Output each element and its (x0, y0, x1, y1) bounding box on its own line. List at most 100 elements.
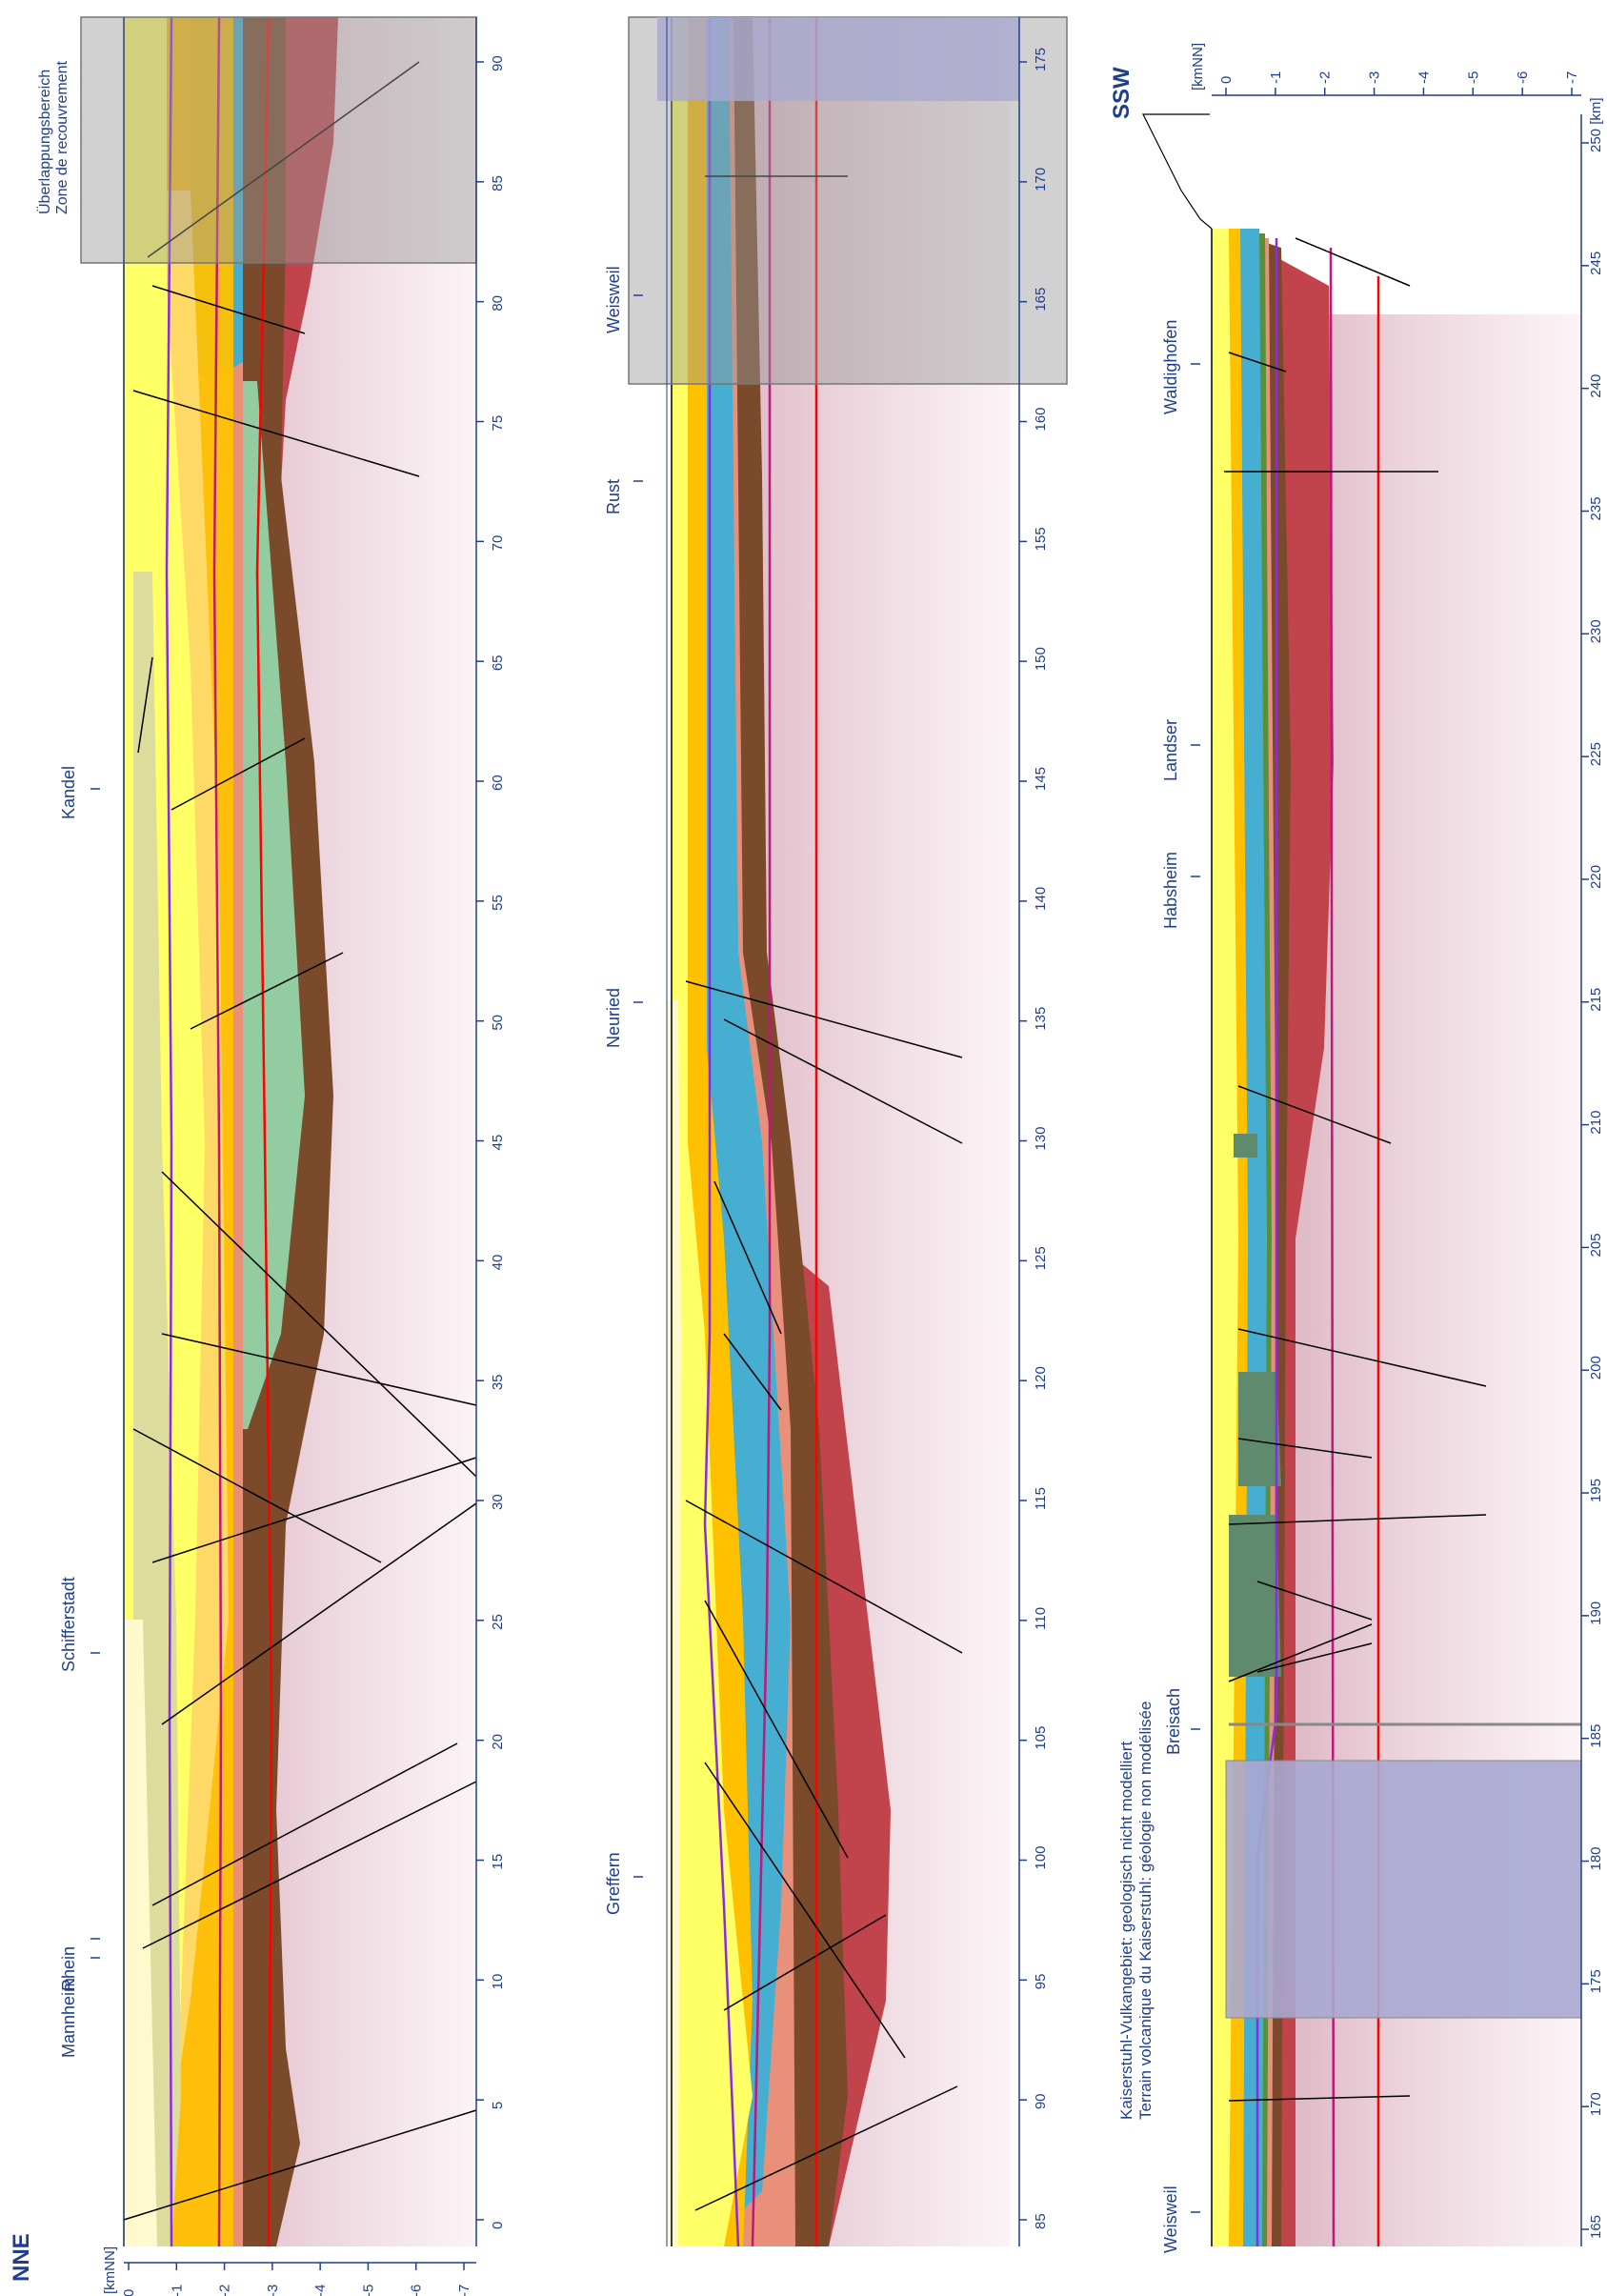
km-tick-label: 55 (490, 895, 506, 911)
km-tick-label: 45 (490, 1135, 506, 1151)
km-tick-label: 210 (1588, 1111, 1604, 1135)
km-tick-label: 175 (1588, 1969, 1604, 1993)
panel-1-faults (123, 61, 477, 2221)
depth-tick-label: -6 (409, 2285, 425, 2296)
km-tick-label: 140 (1033, 887, 1049, 911)
depth-axis-right: 0 -1 -2 -3 -4 -5 -6 -7 [kmNN] (1190, 43, 1581, 96)
panel-1-isoline-red (255, 16, 273, 2247)
depth-tick-label: -6 (1515, 71, 1531, 84)
panel-2-km-ticks: 85 90 95 100 105 110 115 120 125 130 135 140 145 150 1… (1019, 48, 1049, 2229)
place-rhein: Rhein (59, 1946, 78, 1991)
km-tick-label: 185 (1588, 1724, 1604, 1748)
depth-unit: [kmNN] (102, 2246, 118, 2294)
panel-2-places: Greffern Neuried Rust Weisweil (604, 266, 623, 1915)
km-tick-label: 170 (1588, 2092, 1604, 2116)
panel-2-not-modelled (657, 17, 1019, 101)
place-habsheim: Habsheim (1161, 852, 1180, 929)
km-tick-label: 115 (1033, 1487, 1049, 1510)
panel-3-terrain-outline (1142, 113, 1213, 230)
km-tick-label: 20 (490, 1734, 506, 1750)
panel-3: 165 170 175 180 185 190 195 200 205 210 215 220 225 2… (1109, 43, 1604, 2253)
place-neuried: Neuried (604, 988, 623, 1048)
km-tick-label: 240 (1588, 374, 1604, 398)
panel-3-yellow-layer (1212, 229, 1238, 2246)
km-tick-label: 100 (1033, 1845, 1049, 1869)
panel-2-pale-layer (667, 1000, 681, 2246)
km-tick-label: 30 (490, 1494, 506, 1510)
depth-tick-label: -5 (1465, 71, 1481, 84)
depth-axis: 0 -1 -2 -3 -4 -5 -6 -7 [kmNN] (102, 2246, 476, 2296)
panel-3-volcanic-2 (1229, 1515, 1281, 1677)
depth-tick-label: 0 (1218, 76, 1235, 84)
km-tick-label: 90 (490, 55, 506, 71)
panel-1-isoline-purple (165, 16, 173, 2247)
km-tick-label: 250 [km] (1588, 97, 1604, 152)
km-tick-label: 80 (490, 295, 506, 312)
depth-tick-label: -4 (1416, 71, 1432, 84)
panel-3-volcanic-3 (1234, 1134, 1257, 1158)
panel-1-places: Mannheim Rhein Schifferstadt Kandel (59, 766, 78, 2058)
depth-tick-label: -7 (456, 2285, 472, 2296)
km-tick-label: 205 (1588, 1233, 1604, 1257)
km-tick-label: 40 (490, 1255, 506, 1271)
place-landser: Landser (1161, 719, 1180, 781)
km-tick-label: 95 (1033, 1974, 1049, 1990)
km-tick-label: 125 (1033, 1246, 1049, 1270)
panel-2-yellow-layer (672, 17, 753, 2246)
km-tick-label: 235 (1588, 496, 1604, 520)
km-tick-label: 120 (1033, 1366, 1049, 1390)
panel-1-overlap-box (80, 16, 477, 264)
km-tick-label: 160 (1033, 407, 1049, 431)
panel-3-km-ticks: 165 170 175 180 185 190 195 200 205 210 215 220 225 2… (1581, 97, 1604, 2239)
kaiserstuhl-note-line1: Kaiserstuhl-Vulkangebiet: geologisch nic… (1117, 1742, 1135, 2120)
depth-tick-label: -7 (1564, 71, 1580, 84)
panel-1: 0 5 10 15 20 25 30 35 40 45 50 55 60 65 70 75 80 85 90 Man… (9, 16, 506, 2296)
km-tick-label: 105 (1033, 1726, 1049, 1750)
depth-tick-label: -1 (169, 2285, 185, 2296)
panel-3-places: Weisweil Breisach Habsheim Landser Waldi… (1161, 320, 1183, 2253)
km-tick-label: 10 (490, 1974, 506, 1990)
overlap-label-line2: Zone de recouvrement (54, 60, 70, 214)
panel-3-place-ticks (1191, 363, 1200, 2213)
direction-ssw: SSW (1109, 67, 1135, 119)
panel-2-faults (685, 175, 963, 2211)
km-tick-label: 15 (490, 1854, 506, 1870)
km-tick-label: 155 (1033, 527, 1049, 551)
km-tick-label: 190 (1588, 1601, 1604, 1625)
place-breisach: Breisach (1164, 1688, 1183, 1755)
km-tick-label: 245 (1588, 252, 1604, 275)
panel-1-isoline-magenta (212, 16, 223, 2247)
km-tick-label: 200 (1588, 1356, 1604, 1380)
depth-unit-right: [kmNN] (1190, 43, 1206, 91)
km-tick-label: 165 (1588, 2215, 1604, 2239)
km-tick-label: 220 (1588, 865, 1604, 889)
km-tick-label: 170 (1033, 168, 1049, 191)
depth-tick-label: 0 (121, 2289, 137, 2296)
km-tick-label: 85 (1033, 2213, 1049, 2229)
km-tick-label: 75 (490, 415, 506, 432)
depth-tick-label: -2 (1317, 71, 1334, 84)
depth-tick-label: -1 (1268, 71, 1284, 84)
depth-tick-label: -3 (1367, 71, 1383, 84)
place-weisweil: Weisweil (604, 266, 623, 333)
depth-tick-label: -3 (265, 2285, 281, 2296)
panel-3-volcanic-1 (1238, 1372, 1281, 1486)
panel-1-km-ticks: 0 5 10 15 20 25 30 35 40 45 50 55 60 65 70 75 80 85 90 (476, 55, 506, 2229)
km-tick-label: 110 (1033, 1607, 1049, 1630)
km-tick-label: 180 (1588, 1846, 1604, 1870)
panel-1-pale-layer (124, 1620, 157, 2246)
place-waldighofen: Waldighofen (1161, 320, 1180, 414)
km-tick-label: 60 (490, 775, 506, 791)
panel-2-place-ticks (633, 294, 643, 1878)
km-tick-label: 165 (1033, 288, 1049, 312)
km-tick-label: 230 (1588, 619, 1604, 643)
km-tick-label: 65 (490, 655, 506, 671)
km-tick-label: 90 (1033, 2093, 1049, 2109)
kaiserstuhl-note-line2: Terrain volcanique du Kaiserstuhl: géolo… (1136, 1702, 1155, 2120)
km-tick-label: 145 (1033, 767, 1049, 791)
panel-1-place-ticks (90, 788, 100, 1959)
km-tick-label: 215 (1588, 988, 1604, 1012)
direction-nne: NNE (9, 2233, 34, 2282)
km-tick-label: 225 (1588, 742, 1604, 766)
